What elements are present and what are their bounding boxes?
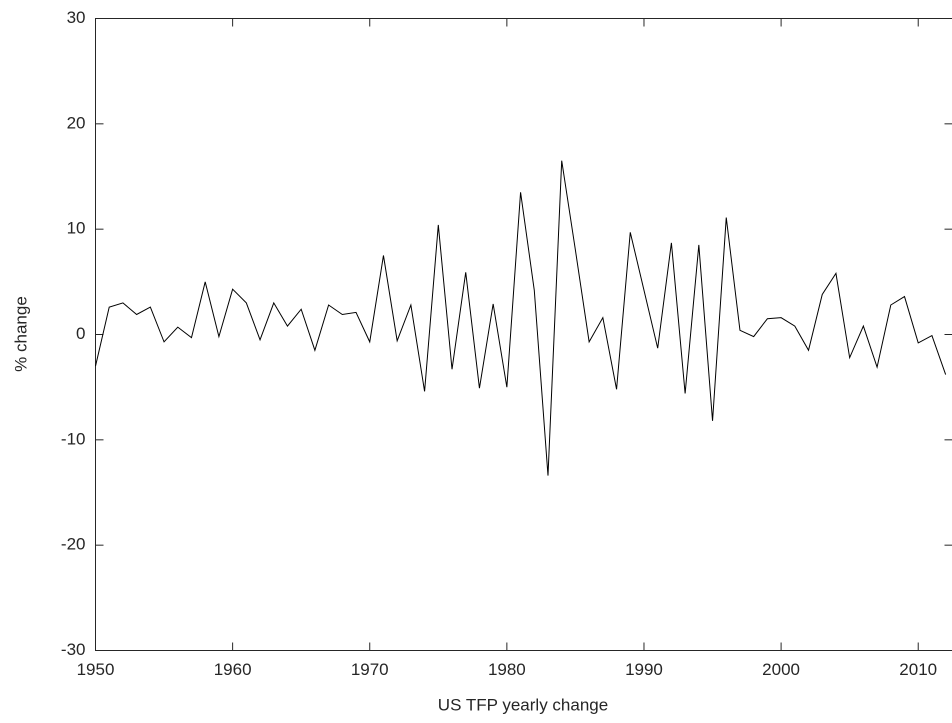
x-tick-label: 2000 bbox=[762, 660, 800, 679]
y-tick-label: -10 bbox=[61, 429, 86, 448]
y-tick-label: -30 bbox=[61, 640, 86, 659]
x-tick-label: 1990 bbox=[625, 660, 663, 679]
y-tick-label: 10 bbox=[67, 219, 86, 238]
y-tick-label: -20 bbox=[61, 535, 86, 554]
data-line bbox=[95, 160, 947, 476]
y-axis-label: % change bbox=[11, 296, 30, 372]
x-tick-label: 1960 bbox=[214, 660, 252, 679]
x-tick-label: 1950 bbox=[77, 660, 115, 679]
y-tick-label: 0 bbox=[76, 324, 85, 343]
y-tick-label: 30 bbox=[67, 8, 86, 27]
axes-box bbox=[95, 18, 952, 651]
x-tick-label: 1980 bbox=[488, 660, 526, 679]
x-tick-label: 1970 bbox=[351, 660, 389, 679]
y-tick-label: 20 bbox=[67, 113, 86, 132]
x-axis-label: US TFP yearly change bbox=[438, 695, 608, 714]
x-tick-label: 2010 bbox=[899, 660, 937, 679]
